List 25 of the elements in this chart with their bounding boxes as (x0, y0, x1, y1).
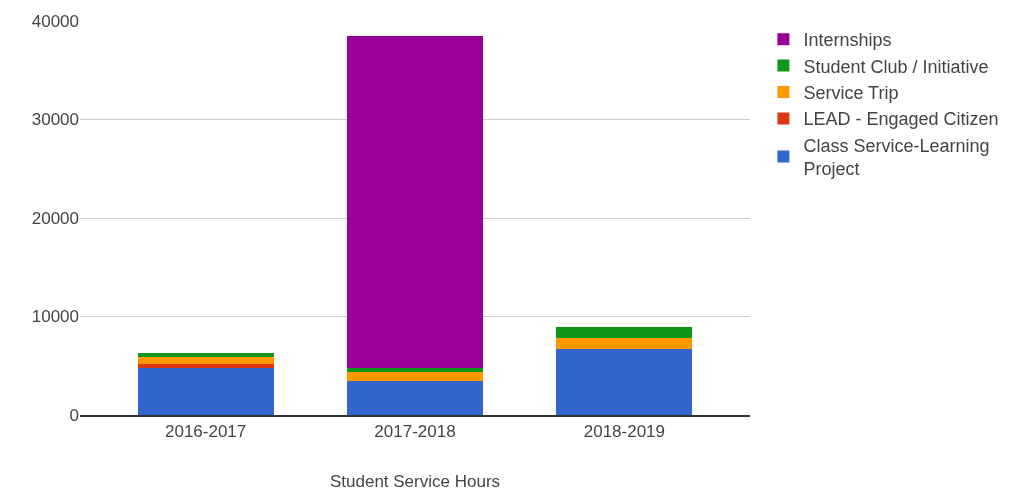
x-axis-title: Student Service Hours (329, 472, 501, 492)
x-tick-label: 2018-2019 (583, 422, 666, 442)
legend-label: Service Trip (803, 83, 899, 104)
bar (346, 380, 484, 415)
legend-label: Internships (803, 30, 892, 51)
x-tick-label: 2016-2017 (164, 422, 247, 442)
legend-label: Class Service-Learning Project (803, 135, 990, 180)
bar (556, 349, 693, 415)
bar (137, 352, 274, 357)
legend-label: LEAD - Engaged Citizen (803, 109, 999, 130)
y-tick-label: 10000 (31, 307, 79, 327)
bar (346, 35, 484, 368)
x-tick-label: 2017-2018 (374, 422, 456, 442)
bar (137, 356, 274, 364)
bar (556, 338, 693, 350)
y-tick-label: 30000 (31, 110, 79, 130)
bar (137, 363, 274, 368)
legend-label: Student Club / Initiative (803, 56, 989, 77)
bar (346, 371, 484, 381)
bar (556, 327, 693, 339)
y-tick-label: 20000 (31, 208, 79, 228)
y-tick-label: 40000 (31, 11, 79, 31)
bar (137, 367, 274, 415)
bar (346, 367, 484, 372)
y-tick-label: 0 (69, 405, 79, 425)
